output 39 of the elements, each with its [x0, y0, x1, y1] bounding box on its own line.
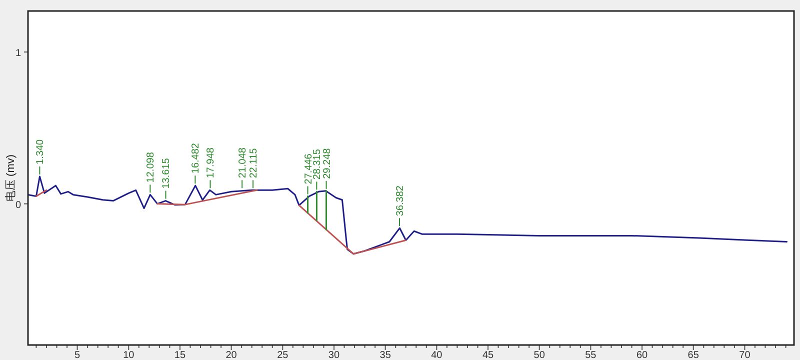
annotation: 17.948 [206, 148, 217, 189]
x-tick-label: 65 [688, 350, 700, 360]
annotation: 13.615 [161, 158, 172, 189]
x-tick-label: 10 [123, 350, 135, 360]
x-tick-label: 50 [534, 350, 546, 360]
annotation: 1.340 [35, 139, 46, 175]
y-tick-label: 1 [15, 48, 22, 59]
y-tick-label: 0 [15, 200, 22, 211]
x-tick-label: 15 [174, 350, 186, 360]
x-tick-label: 40 [431, 350, 443, 360]
annotation: 17.948 [206, 147, 217, 178]
x-tick-label: 20 [226, 350, 238, 360]
y-axis-title: 电压 (mv) [4, 154, 17, 202]
annotation: 29.248 [322, 148, 333, 179]
annotation: 29.248 [322, 148, 333, 190]
annotation: 28.315 [312, 148, 324, 180]
annotation: 22.115 [248, 148, 260, 178]
x-tick-label: 60 [636, 350, 648, 360]
annotation: 36.382 [395, 185, 406, 216]
x-tick-label: 45 [482, 350, 494, 360]
annotation: 21.048 [238, 147, 249, 178]
annotation: 22.115 [248, 148, 260, 189]
x-tick-label: 5 [74, 350, 81, 360]
annotation: 28.315 [312, 149, 324, 190]
x-tick-label: 70 [739, 350, 751, 360]
annotation: 12.098 [146, 152, 157, 194]
annotation: 13.615 [161, 158, 172, 200]
annotation: 36.382 [395, 186, 406, 227]
x-tick-label: 25 [277, 350, 289, 360]
annotation: 27.446 [303, 154, 314, 195]
annotation: 1.340 [35, 139, 46, 164]
annotation: 27.446 [303, 153, 314, 184]
x-tick-label: 35 [380, 350, 392, 360]
annotation: 16.482 [190, 142, 202, 174]
x-tick-label: 55 [585, 350, 597, 360]
annotation: 16.482 [190, 143, 202, 184]
x-tick-label: 30 [328, 350, 340, 360]
annotation: 12.098 [146, 152, 157, 183]
annotation: 21.048 [238, 148, 249, 189]
